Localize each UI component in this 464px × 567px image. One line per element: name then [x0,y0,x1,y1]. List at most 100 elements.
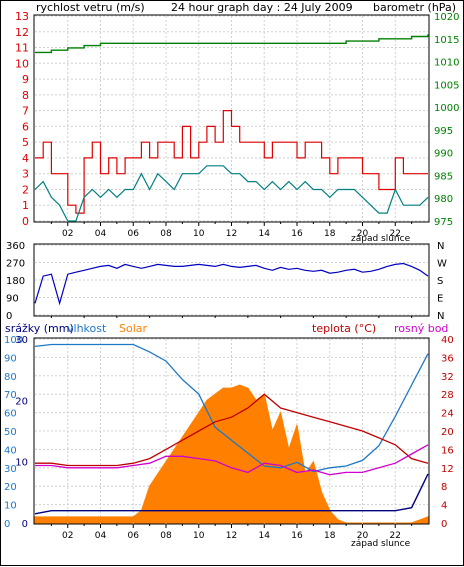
wind-tick-label-7: 7 [22,105,29,118]
wind-tick-label-13: 13 [15,10,29,23]
wind-tick-label-10: 10 [15,57,29,70]
pressure-tick-label-995: 995 [434,126,453,137]
rain-tick-label-30: 30 [15,335,28,346]
x-tick-label-20: 20 [357,229,369,239]
solar-axis-title: Solar [119,322,148,335]
x-tick-label-16: 16 [291,531,303,541]
x-tick-label-18: 18 [324,229,336,239]
rain-axis-title: srážky (mm) [5,322,74,335]
x-tick-label-12: 12 [226,229,237,239]
x-tick-label-20: 20 [357,531,369,541]
pressure-tick-label-1010: 1010 [434,58,459,69]
compass-label-4: N [437,311,444,322]
dewpoint-axis-title: rosný bod [394,322,448,335]
humidity-tick-label-10: 10 [4,501,17,512]
solar-area [34,384,429,524]
temperature-line [35,393,429,467]
x-tick-label-06: 06 [128,229,140,239]
humidity-tick-label-60: 60 [4,409,17,420]
wind-tick-label-4: 4 [22,152,29,165]
wind-speed-line [35,110,428,214]
temp-tick-label-36: 36 [441,353,454,364]
direction-tick-label-0: 0 [6,311,12,322]
direction-tick-label-180: 180 [6,276,25,287]
x-tick-label-16: 16 [291,229,303,239]
temp-axis-title: teplota (°C) [312,322,376,335]
pressure-tick-label-990: 990 [434,149,453,160]
humidity-tick-label-0: 0 [4,519,10,530]
temp-tick-label-8: 8 [441,482,447,493]
rain-tick-label-10: 10 [15,458,28,469]
temp-tick-label-28: 28 [441,390,454,401]
rain-tick-label-0: 0 [22,519,28,530]
dew-point-line [35,444,429,476]
rain-line [34,473,429,515]
temp-tick-label-0: 0 [441,519,447,530]
sunset-note-3: západ slunce [351,539,411,549]
compass-label-3: E [437,294,443,305]
humidity-axis-title: vlhkost [67,322,107,335]
wind-axis-title: rychlost vetru (m/s) [36,1,145,14]
x-tick-label-10: 10 [193,229,205,239]
direction-tick-label-270: 270 [6,259,25,270]
pressure-line [35,34,429,54]
gust-line [34,165,429,222]
x-tick-label-08: 08 [160,531,172,541]
wind-direction-line [34,262,429,306]
temp-tick-label-20: 20 [441,427,454,438]
x-tick-label-02: 02 [62,531,73,541]
temp-tick-label-4: 4 [441,501,447,512]
pressure-tick-label-985: 985 [434,171,453,182]
compass-label-0: N [437,241,444,252]
compass-label-2: S [437,276,443,287]
x-tick-label-22: 22 [390,531,401,541]
humidity-tick-label-80: 80 [4,372,17,383]
temp-tick-label-24: 24 [441,409,454,420]
direction-tick-label-360: 360 [6,241,25,252]
chart-title: 24 hour graph day : 24 July 2009 [171,1,353,14]
temp-tick-label-16: 16 [441,445,454,456]
temp-tick-label-32: 32 [441,372,454,383]
wind-tick-label-11: 11 [15,42,29,55]
wind-tick-label-5: 5 [22,136,29,149]
direction-tick-label-90: 90 [6,294,19,305]
wind-tick-label-2: 2 [22,183,29,196]
compass-label-1: W [437,259,447,270]
x-tick-label-02: 02 [62,229,73,239]
pressure-tick-label-975: 975 [434,217,453,228]
x-tick-label-14: 14 [259,229,271,239]
pressure-tick-label-1020: 1020 [434,12,459,23]
wind-tick-label-12: 12 [15,26,29,39]
pressure-tick-label-1005: 1005 [434,80,459,91]
humidity-line [34,343,429,473]
x-tick-label-04: 04 [95,531,107,541]
pressure-tick-label-980: 980 [434,194,453,205]
humidity-tick-label-50: 50 [4,427,17,438]
sunset-note-1: západ slunce [351,234,411,244]
humidity-tick-label-40: 40 [4,445,17,456]
wind-tick-label-9: 9 [22,73,29,86]
x-tick-label-04: 04 [95,229,107,239]
wind-tick-label-1: 1 [22,199,29,212]
humidity-tick-label-70: 70 [4,390,17,401]
wind-tick-label-6: 6 [22,120,29,133]
pressure-tick-label-1000: 1000 [434,103,459,114]
x-tick-label-12: 12 [226,531,237,541]
x-tick-label-10: 10 [193,531,205,541]
wind-tick-label-3: 3 [22,168,29,181]
pressure-tick-label-1015: 1015 [434,35,459,46]
humidity-tick-label-90: 90 [4,353,17,364]
x-tick-label-18: 18 [324,531,336,541]
humidity-tick-label-30: 30 [4,464,17,475]
humidity-tick-label-100: 100 [4,335,23,346]
wind-tick-label-8: 8 [22,89,29,102]
rain-tick-label-20: 20 [15,396,28,407]
x-tick-label-08: 08 [160,229,172,239]
x-tick-label-14: 14 [259,531,271,541]
temp-tick-label-12: 12 [441,464,454,475]
wind-tick-label-0: 0 [22,215,29,228]
x-tick-label-06: 06 [128,531,140,541]
x-tick-label-22: 22 [390,229,401,239]
pressure-axis-title: barometr (hPa) [373,1,456,14]
